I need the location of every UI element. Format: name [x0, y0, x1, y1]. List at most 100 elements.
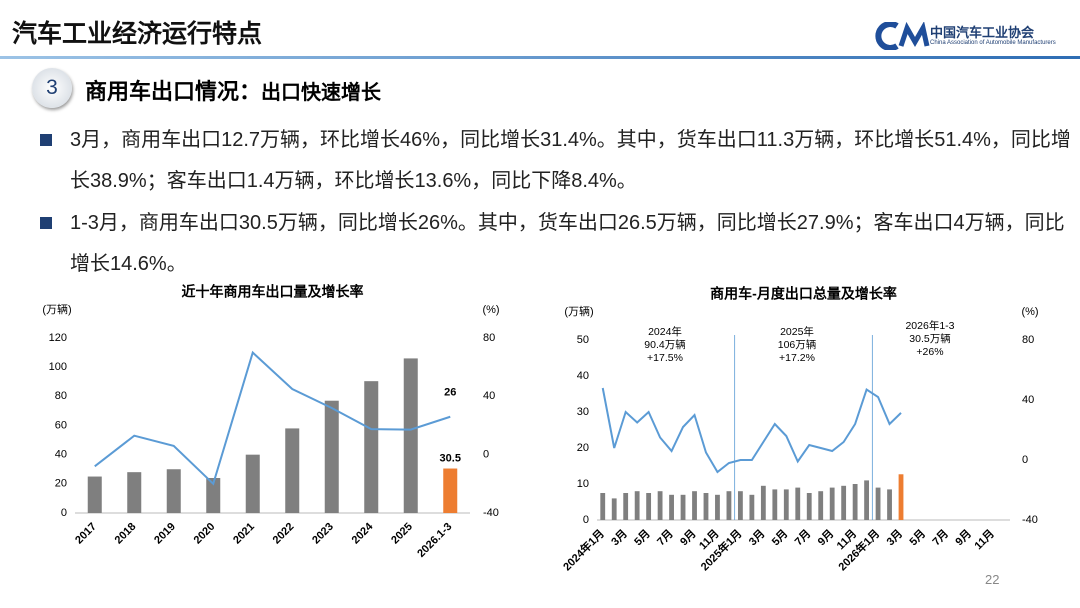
x-tick-label: 9月: [677, 527, 698, 548]
section-number: 3: [32, 68, 72, 108]
x-tick-label: 2023: [310, 521, 336, 547]
bar: [634, 491, 640, 520]
line: [601, 387, 902, 474]
annotation: +17.5%: [647, 352, 683, 364]
y-axis-label: (万辆): [42, 302, 71, 316]
annotation: 2024年: [648, 325, 682, 338]
section-title: 商用车出口情况：出口快速增长: [85, 74, 381, 106]
bar: [680, 494, 686, 520]
annotation: 90.4万辆: [644, 338, 685, 351]
y-tick-label: 60: [55, 419, 67, 431]
x-tick-label: 2018: [113, 521, 139, 547]
bar: [749, 494, 755, 520]
y-tick-label: 0: [583, 514, 589, 526]
x-tick-label: 9月: [953, 527, 974, 548]
section-title-text: 商用车出口情况：: [85, 79, 262, 104]
bar: [324, 400, 339, 513]
org-name-en: China Association of Automobile Manufact…: [930, 40, 1056, 46]
bar: [646, 493, 652, 520]
bar: [737, 491, 743, 520]
bar: [726, 491, 732, 520]
bullet: 1-3月，商用车出口30.5万辆，同比增长26%。其中，货车出口26.5万辆，同…: [38, 203, 1080, 285]
x-tick-label: 9月: [815, 527, 836, 548]
header-title: 汽车工业经济运行特点: [12, 20, 263, 48]
bar: [875, 487, 881, 520]
y2-tick-label: 0: [483, 449, 489, 461]
bar: [887, 489, 892, 520]
chart-title: 商用车-月度出口总量及增长率: [710, 286, 897, 302]
org-name: 中国汽车工业协会: [930, 25, 1035, 40]
y-tick-label: 80: [55, 390, 67, 402]
y2-tick-label: 0: [1022, 454, 1028, 466]
bar: [783, 489, 789, 520]
x-tick-label: 7月: [654, 527, 675, 548]
annotation: +17.2%: [779, 352, 815, 364]
bar: [829, 487, 835, 520]
x-tick-label: 5月: [907, 527, 928, 548]
bar: [87, 476, 102, 513]
logo: [875, 22, 930, 50]
x-tick-label: 2017: [73, 521, 99, 547]
y-tick-label: 0: [61, 507, 67, 519]
bar: [806, 493, 812, 520]
bar: [245, 454, 260, 513]
annotation: 2025年: [780, 325, 814, 338]
y-axis-label: (万辆): [564, 304, 593, 318]
bar: [841, 485, 847, 520]
y-tick-label: 40: [577, 370, 589, 382]
y-tick-label: 30: [577, 406, 589, 418]
x-tick-label: 2019: [152, 521, 178, 547]
section-subtitle: 出口快速增长: [261, 82, 382, 104]
bar: [669, 494, 674, 520]
x-tick-label: 2024: [350, 520, 376, 546]
bar: [166, 469, 181, 513]
data-label: 26: [444, 387, 456, 399]
bar: [127, 472, 142, 513]
x-tick-label: 2024年1月: [560, 526, 607, 573]
y2-tick-label: 80: [1022, 334, 1034, 346]
x-tick-label: 7月: [930, 527, 951, 548]
x-tick-label: 3月: [746, 527, 767, 548]
page-number: 22: [985, 572, 1000, 587]
bullet: 3月，商用车出口12.7万辆，环比增长46%，同比增长31.4%。其中，货车出口…: [38, 120, 1080, 202]
x-tick-label: 5月: [631, 527, 652, 548]
y-tick-label: 10: [577, 478, 589, 490]
bar: [715, 494, 720, 520]
bar: [898, 474, 904, 520]
y-tick-label: 100: [49, 361, 67, 373]
bar: [692, 491, 697, 520]
bar: [760, 485, 766, 520]
bar: [852, 484, 858, 520]
chart-title: 近十年商用车出口量及增长率: [182, 284, 364, 300]
bar: [403, 358, 418, 513]
header-rule: [0, 56, 1080, 59]
x-tick-label: 2020: [192, 521, 218, 547]
bar: [285, 428, 300, 513]
x-tick-label: 5月: [769, 527, 790, 548]
bar: [795, 487, 801, 520]
x-tick-label: 2022: [271, 521, 297, 547]
annotation: 106万辆: [778, 338, 817, 351]
x-tick-label: 2025: [389, 521, 415, 547]
annotation: 2026年1-3: [905, 319, 954, 332]
y-tick-label: 40: [55, 449, 67, 461]
annotation: +26%: [916, 346, 943, 358]
bar: [623, 493, 629, 520]
x-tick-label: 7月: [792, 527, 813, 548]
x-tick-label: 11月: [972, 527, 997, 552]
y2-tick-label: 80: [483, 332, 495, 344]
bar: [364, 381, 379, 513]
x-tick-label: 2021: [231, 521, 257, 547]
y-tick-label: 20: [577, 442, 589, 454]
x-tick-label: 3月: [884, 527, 905, 548]
bar: [206, 478, 221, 513]
y2-tick-label: 40: [1022, 394, 1034, 406]
annotation: 30.5万辆: [909, 332, 950, 345]
bar: [864, 480, 870, 520]
bar: [657, 491, 663, 520]
x-tick-label: 2026.1-3: [415, 521, 454, 560]
y-tick-label: 20: [55, 478, 67, 490]
y-tick-label: 50: [577, 334, 589, 346]
bar: [772, 489, 778, 520]
